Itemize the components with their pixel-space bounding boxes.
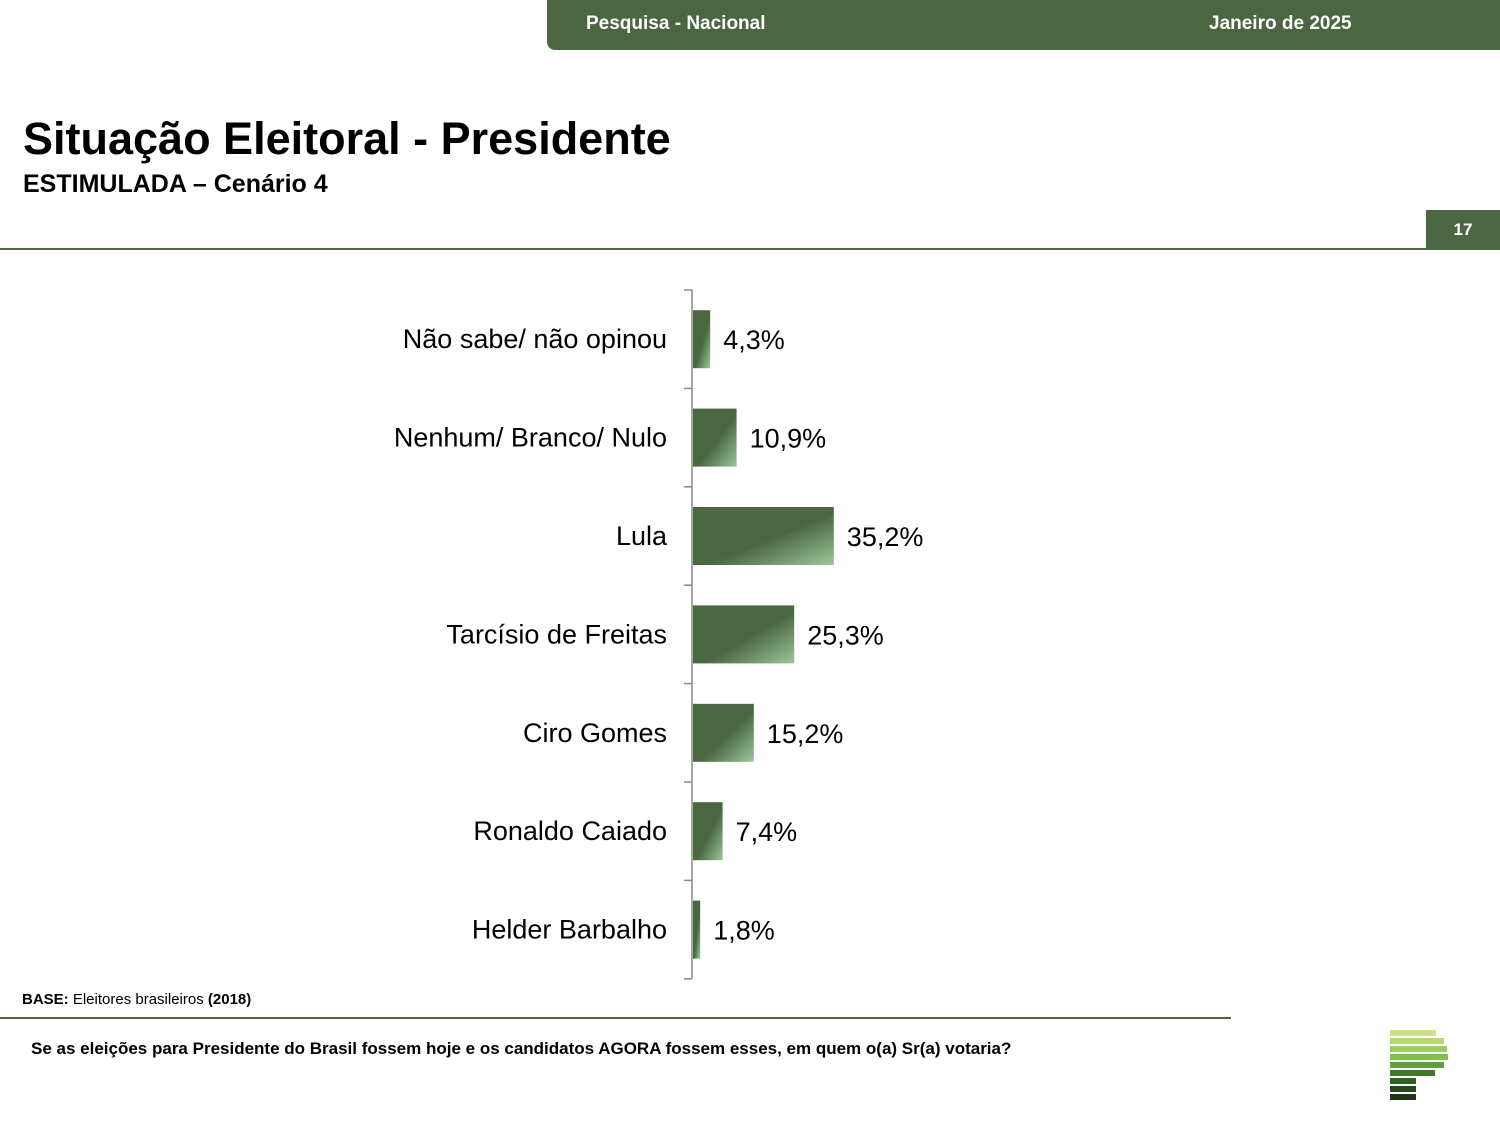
bar <box>693 310 711 369</box>
bar <box>693 900 701 959</box>
survey-question: Se as eleições para Presidente do Brasil… <box>31 1039 1012 1058</box>
base-label: BASE: <box>22 991 69 1008</box>
category-label: Helder Barbalho <box>472 915 667 945</box>
bar <box>693 605 795 664</box>
value-label: 1,8% <box>713 916 775 946</box>
value-label: 35,2% <box>847 522 924 552</box>
base-text: Eleitores brasileiros <box>68 991 208 1008</box>
value-label: 7,4% <box>736 817 798 847</box>
value-label: 15,2% <box>767 719 844 749</box>
category-label: Não sabe/ não opinou <box>403 324 667 354</box>
header-date-label: Janeiro de 2025 <box>1209 13 1352 34</box>
header-divider <box>0 248 1500 250</box>
page-subtitle: ESTIMULADA – Cenário 4 <box>23 170 328 198</box>
value-label: 25,3% <box>807 620 884 650</box>
page-title: Situação Eleitoral - Presidente <box>23 113 671 164</box>
bar-chart: Não sabe/ não opinou 4,3% Nenhum/ Branco/ … <box>394 289 924 980</box>
company-logo-icon <box>1390 1030 1448 1100</box>
category-label: Nenhum/ Branco/ Nulo <box>394 423 667 453</box>
category-label: Tarcísio de Freitas <box>446 619 667 649</box>
category-label: Ciro Gomes <box>523 718 667 748</box>
header-survey-label: Pesquisa - Nacional <box>586 13 766 34</box>
base-note: BASE: Eleitores brasileiros (2018) <box>22 991 251 1008</box>
bar <box>693 802 723 861</box>
header-bar: Pesquisa - Nacional Janeiro de 2025 <box>547 0 1500 50</box>
value-label: 10,9% <box>750 424 827 454</box>
bar <box>693 703 754 762</box>
bar <box>693 408 737 467</box>
category-label: Ronaldo Caiado <box>473 816 667 846</box>
page-number-badge: 17 <box>1426 210 1500 249</box>
bar <box>693 507 834 565</box>
base-year: (2018) <box>207 991 252 1008</box>
value-label: 4,3% <box>723 325 785 355</box>
footer-divider <box>0 1017 1231 1019</box>
category-label: Lula <box>616 521 668 551</box>
